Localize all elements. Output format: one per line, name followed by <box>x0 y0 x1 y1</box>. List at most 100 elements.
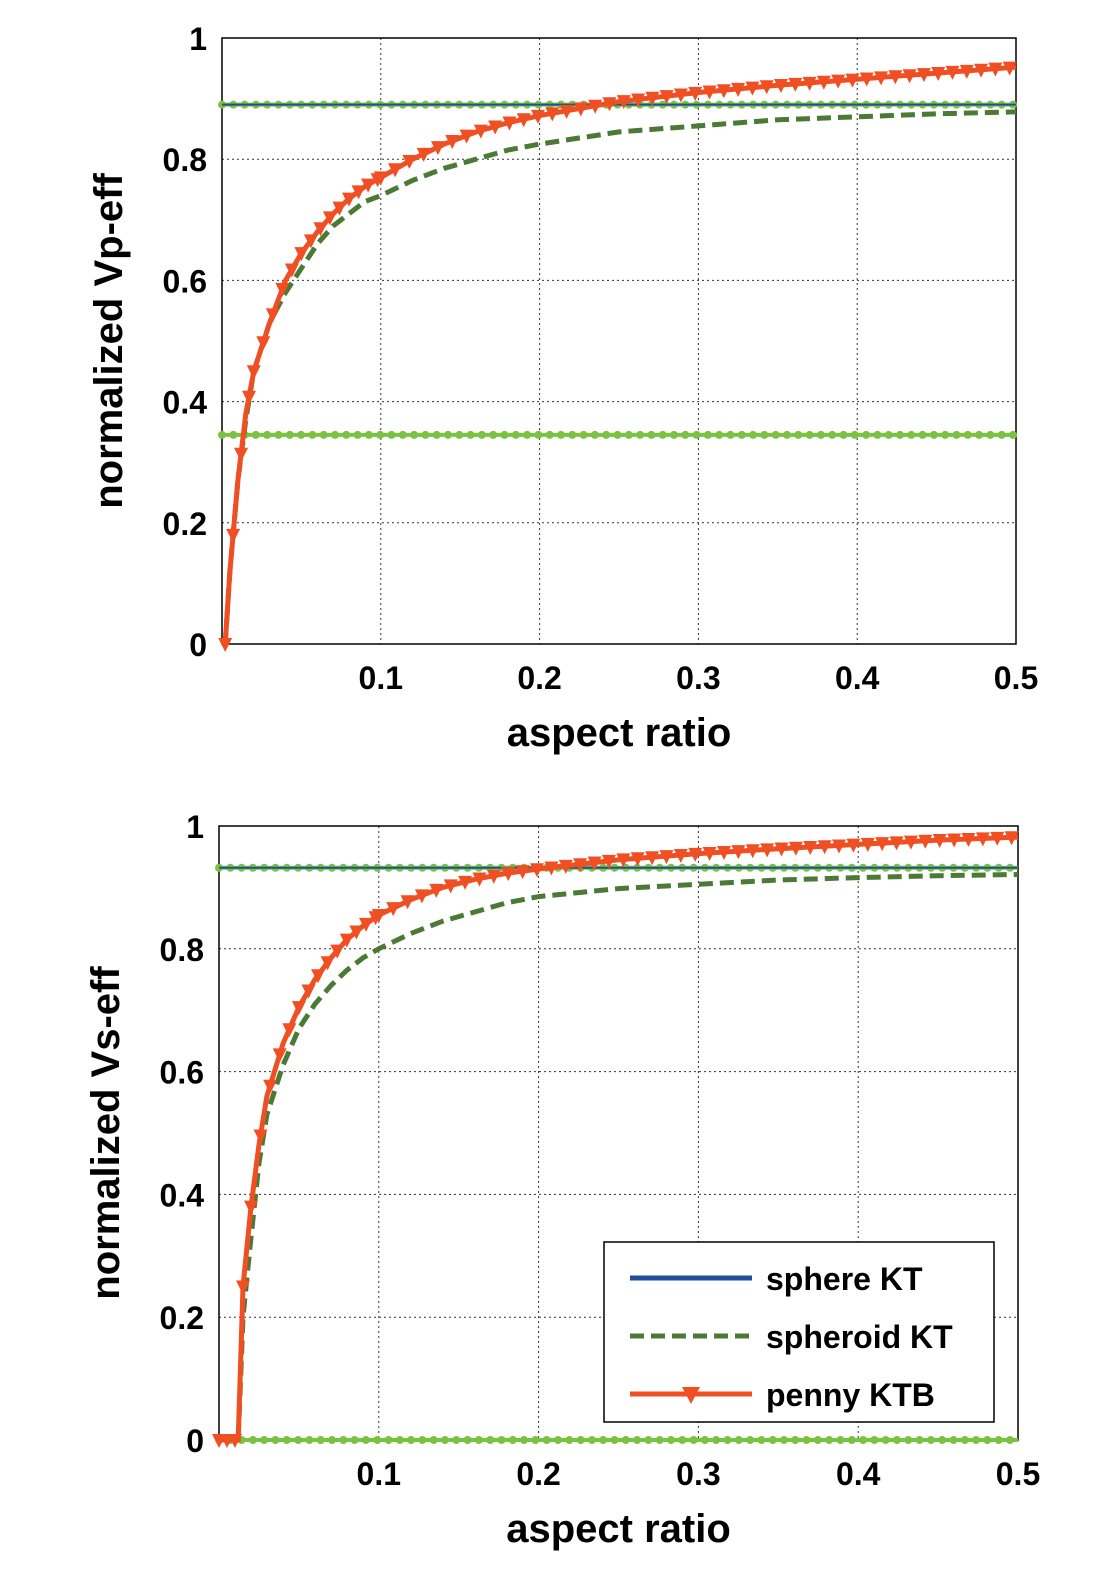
series-penny-marker <box>832 839 847 854</box>
series-bound-lower-marker <box>384 1436 393 1444</box>
series-bound-lower-marker <box>678 1436 687 1444</box>
series-bound-lower-marker <box>870 1436 879 1444</box>
series-penny-marker <box>502 116 517 131</box>
series-bound-lower-marker <box>983 1436 992 1444</box>
series-penny-marker <box>265 308 280 323</box>
y-tick-label: 0.2 <box>160 1300 204 1336</box>
series-bound-lower-marker <box>565 1436 574 1444</box>
series-penny-marker <box>716 846 731 861</box>
series-bound-lower-marker <box>407 1436 416 1444</box>
series-bound-lower-marker <box>599 1436 608 1444</box>
series-bound-lower-marker <box>703 430 712 439</box>
series-bound-lower-marker <box>248 1436 257 1444</box>
series-bound-lower-marker <box>568 430 577 439</box>
series-bound-lower-marker <box>941 430 950 439</box>
series-penny-marker <box>243 1200 258 1215</box>
series-penny-marker <box>731 845 746 860</box>
series-bound-lower-marker <box>644 1436 653 1444</box>
series-bound-lower-marker <box>263 430 272 439</box>
series-bound-lower-marker <box>342 430 351 439</box>
series-bound-lower-marker <box>963 430 972 439</box>
series-penny-marker <box>759 80 774 95</box>
series-spheroid-line <box>222 109 1017 645</box>
series-penny-marker <box>339 933 354 948</box>
series-bound-lower-marker <box>339 1436 348 1444</box>
series-penny-marker <box>803 840 818 855</box>
series-penny-marker <box>974 63 989 78</box>
series-penny-marker <box>218 638 233 652</box>
series-bound-lower-marker <box>511 430 520 439</box>
y-tick-label: 0 <box>189 627 207 663</box>
series-penny-marker <box>275 282 290 297</box>
series-bound-lower-marker <box>229 430 238 439</box>
series-penny-marker <box>235 1280 250 1295</box>
series-bound-lower-marker <box>613 430 622 439</box>
y-tick-label: 1 <box>186 809 204 845</box>
series-bound-lower-marker <box>331 430 339 439</box>
series-bound-lower-marker <box>862 430 871 439</box>
series-bound-lower-marker <box>836 1436 845 1444</box>
x-tick-label: 0.3 <box>676 660 720 696</box>
series-bound-lower-marker <box>452 1436 461 1444</box>
series-penny-marker <box>303 234 318 249</box>
series-penny-marker <box>659 90 674 105</box>
series-bound-lower-marker <box>850 430 859 439</box>
series-penny-marker <box>253 1129 268 1144</box>
series-penny-marker <box>760 843 775 858</box>
series-bound-lower-marker <box>859 1436 868 1444</box>
series-bound-lower-marker <box>285 430 294 439</box>
series-bound-lower-marker <box>670 430 678 439</box>
series-penny-marker <box>745 844 760 859</box>
series-bound-lower-marker <box>590 430 599 439</box>
series-penny-marker <box>616 95 631 110</box>
series-penny-marker <box>320 956 335 971</box>
series-bound-lower-marker <box>726 430 735 439</box>
series-bound-lower-marker <box>534 430 543 439</box>
x-tick-label: 0.2 <box>517 660 561 696</box>
series-penny-marker <box>342 192 357 207</box>
series-bound-lower-marker <box>441 1436 449 1444</box>
series-penny-marker <box>371 909 386 924</box>
series-bound-lower-marker <box>477 430 486 439</box>
series-bound-lower-marker <box>994 1436 1003 1444</box>
series-bound-lower-marker <box>545 430 554 439</box>
series-bound-lower-marker <box>531 1436 540 1444</box>
series-penny-marker <box>959 64 974 79</box>
series-penny-marker <box>630 852 645 867</box>
series-penny-marker <box>889 836 904 851</box>
series-penny-marker <box>988 62 1003 77</box>
series-penny-marker <box>402 155 417 170</box>
series-penny-marker <box>545 107 560 122</box>
series-bound-lower-marker <box>500 430 509 439</box>
series-bound-lower-marker <box>794 430 803 439</box>
series-penny-marker <box>903 835 918 850</box>
series-bound-lower-marker <box>997 430 1006 439</box>
series-bound-lower-marker <box>282 1436 291 1444</box>
series-penny-marker <box>616 853 631 868</box>
series-bound-lower-marker <box>783 430 791 439</box>
legend-penny-label: penny KTB <box>766 1377 935 1413</box>
series-bound-lower-marker <box>802 1436 811 1444</box>
series-bound-lower-marker <box>294 1436 303 1444</box>
x-tick-label: 0.2 <box>516 1456 560 1492</box>
series-bound-lower-marker <box>667 1436 675 1444</box>
series-penny-marker <box>788 841 803 856</box>
series-bound-lower-marker <box>647 430 656 439</box>
chart-vs-eff: 0.1 0.2 0.3 0.4 0.5 0 0.2 0.4 0.6 0.8 1 aspect rati… <box>84 809 1040 1551</box>
series-bound-lower-marker <box>429 1436 438 1444</box>
series-bound-lower-marker <box>410 430 419 439</box>
series-penny-marker <box>702 85 717 100</box>
series-bound-lower-marker <box>737 430 746 439</box>
series-penny-marker <box>531 109 546 124</box>
series-bound-lower-marker <box>305 1436 314 1444</box>
series-penny-marker <box>802 76 817 91</box>
series-penny-marker <box>241 390 256 405</box>
series-bound-lower-marker <box>692 430 701 439</box>
series-penny-marker <box>875 837 890 852</box>
series-penny-marker <box>702 846 717 861</box>
legend-sphere-label: sphere KT <box>766 1261 923 1297</box>
series-bound-lower-marker <box>975 430 984 439</box>
series-penny-marker <box>788 77 803 92</box>
series-bound-lower-marker <box>749 430 758 439</box>
series-bound-lower-marker <box>896 430 904 439</box>
